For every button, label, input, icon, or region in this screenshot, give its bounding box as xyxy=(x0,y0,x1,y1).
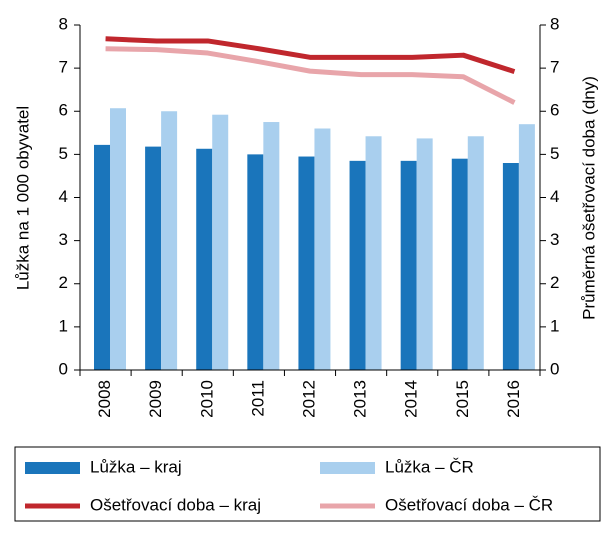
y2-tick-label: 1 xyxy=(550,316,559,335)
y2-tick-label: 6 xyxy=(550,101,559,120)
bar xyxy=(349,160,366,370)
bar xyxy=(502,163,519,370)
legend-box xyxy=(14,446,601,522)
line xyxy=(105,36,516,74)
x-tick-label: 2015 xyxy=(453,380,472,418)
y2-tick-label: 7 xyxy=(550,58,559,77)
y2-tick-label: 4 xyxy=(550,187,559,206)
y-tick-label: 0 xyxy=(59,359,68,378)
bar xyxy=(314,128,331,370)
x-tick-label: 2009 xyxy=(146,380,165,418)
y-tick-label: 6 xyxy=(59,101,68,120)
bar xyxy=(212,114,229,370)
x-tick-label: 2016 xyxy=(504,380,523,418)
y2-tick-label: 3 xyxy=(550,230,559,249)
legend-label: Lůžka – kraj xyxy=(90,457,182,476)
y2-tick-label: 0 xyxy=(550,359,559,378)
bar xyxy=(263,122,280,370)
x-tick-label: 2014 xyxy=(402,380,421,418)
bar xyxy=(110,108,126,370)
bar xyxy=(467,136,484,370)
y-axis-label: Lůžka na 1 000 obyvatel xyxy=(13,106,32,290)
bar xyxy=(365,136,382,370)
x-tick-label: 2008 xyxy=(95,380,114,418)
legend-swatch xyxy=(320,462,375,474)
line xyxy=(105,46,516,105)
bar xyxy=(400,160,417,370)
bar xyxy=(94,144,110,370)
y-tick-label: 8 xyxy=(59,14,68,33)
bar xyxy=(518,124,535,370)
bar xyxy=(196,148,213,370)
y-tick-label: 4 xyxy=(59,187,68,206)
bar xyxy=(298,156,315,370)
bar xyxy=(161,111,178,370)
y-tick-label: 7 xyxy=(59,58,68,77)
y-tick-label: 1 xyxy=(59,316,68,335)
x-tick-label: 2010 xyxy=(197,380,216,418)
y2-axis-label: Průměrná ošetřovací doba (dny) xyxy=(579,76,598,320)
legend-label: Ošetřovací doba – kraj xyxy=(90,495,261,514)
y-tick-label: 3 xyxy=(59,230,68,249)
x-tick-label: 2012 xyxy=(299,380,318,418)
legend-label: Ošetřovací doba – ČR xyxy=(385,495,553,514)
legend-label: Lůžka – ČR xyxy=(385,457,474,476)
bar xyxy=(451,158,468,370)
bar xyxy=(247,154,264,370)
x-tick-label: 2013 xyxy=(351,380,370,418)
bar xyxy=(416,138,433,370)
y2-tick-label: 8 xyxy=(550,14,559,33)
legend-swatch xyxy=(25,462,80,474)
y-tick-label: 5 xyxy=(59,144,68,163)
y2-tick-label: 2 xyxy=(550,273,559,292)
x-tick-label: 2011 xyxy=(248,380,267,417)
bar xyxy=(145,146,162,370)
y-tick-label: 2 xyxy=(59,273,68,292)
y2-tick-label: 5 xyxy=(550,144,559,163)
